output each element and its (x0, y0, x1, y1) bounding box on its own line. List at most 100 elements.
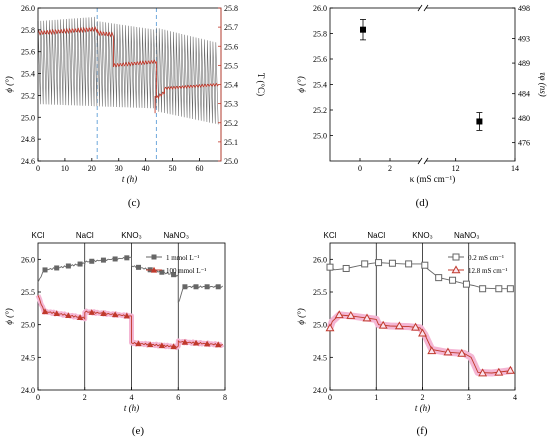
x-tick-label: 0 (36, 164, 40, 173)
x-axis-label: κ (mS cm⁻¹) (410, 174, 455, 184)
marker-triangle (170, 343, 177, 350)
marker-triangle (123, 312, 131, 319)
marker-triangle (378, 320, 388, 329)
marker-square (506, 285, 514, 293)
series-halo (326, 311, 514, 377)
x-tick-label: 0 (36, 393, 40, 402)
x-tick-label: 10 (61, 164, 69, 173)
marker-square (342, 264, 350, 272)
y2-tick-label: 25.2 (224, 119, 238, 128)
marker-triangle (418, 328, 427, 337)
series-halo (35, 294, 225, 350)
marker-square (100, 257, 106, 263)
y-tick-label: 25.8 (313, 30, 327, 39)
y2-tick-label: 493 (518, 35, 530, 44)
marker-square (124, 255, 130, 261)
marker-triangle (100, 310, 107, 317)
marker-square (54, 265, 60, 271)
marker-square (462, 280, 470, 288)
x-tick-label: 6 (176, 393, 180, 402)
y-axis-label: ϕ (°) (296, 308, 306, 325)
x-tick-label: 14 (511, 164, 519, 173)
marker-triangle (150, 266, 158, 273)
y-tick-label: 26.0 (313, 255, 327, 264)
marker-square (452, 253, 460, 261)
panel-caption: (d) (416, 197, 429, 209)
y-tick-label: 25.2 (21, 91, 35, 100)
legend-label: 0.2 mS cm⁻¹ (468, 254, 504, 262)
salt-label: NaCl (367, 231, 385, 240)
y2-tick-label: 25.6 (224, 42, 238, 51)
marker-square (435, 274, 443, 282)
salt-label: KNO₃ (412, 231, 433, 240)
marker-square (159, 269, 165, 275)
y-tick-label: 24.0 (21, 386, 35, 395)
y-tick-label: 25.0 (313, 321, 327, 330)
y-tick-label: 25.0 (313, 132, 327, 141)
phi-series (37, 16, 219, 125)
y2-tick-label: 25.4 (224, 81, 238, 90)
x-tick-label: 2 (388, 164, 392, 173)
y-tick-label: 25.8 (21, 26, 35, 35)
y-axis-label: ϕ (°) (4, 308, 14, 325)
y-tick-label: 24.6 (21, 157, 35, 166)
y2-tick-label: 25.5 (224, 61, 238, 70)
marker-triangle (76, 314, 84, 320)
x-axis-label: t (h) (415, 403, 430, 413)
marker-square (171, 272, 177, 278)
y2-tick-label: 25.8 (224, 4, 238, 13)
legend-label: 100 mmol L⁻¹ (166, 267, 206, 275)
chart-d: 25.0 25.2 25.4 25.6 25.8 26.0 476 480 484 489 493 4… (296, 4, 548, 209)
x-tick-label: 0 (358, 164, 362, 173)
x-tick-label: 0 (328, 393, 332, 402)
marker-square (89, 258, 95, 264)
y-tick-label: 24.5 (313, 353, 327, 362)
marker-square (204, 284, 210, 290)
marker-triangle (147, 341, 154, 348)
marker-triangle (451, 265, 461, 274)
salt-label: KNO₃ (121, 231, 142, 240)
y2-tick-label: 25.1 (224, 138, 238, 147)
marker-square (215, 284, 221, 290)
y-tick-label: 25.2 (313, 106, 327, 115)
marker-square (65, 263, 71, 269)
marker-square (42, 267, 48, 273)
marker-triangle (494, 367, 504, 376)
y2-tick-label: 484 (518, 90, 530, 99)
y2-tick-label: 25.3 (224, 100, 238, 109)
marker-triangle (427, 346, 437, 355)
x-axis-label: t (h) (122, 174, 137, 184)
series-line (329, 314, 513, 374)
y-tick-label: 25.6 (21, 48, 35, 57)
y-tick-label: 24.0 (313, 386, 327, 395)
marker-square (361, 260, 369, 268)
y-tick-label: 25.5 (313, 288, 327, 297)
y-tick-label: 24.5 (21, 353, 35, 362)
y-tick-label: 25.4 (21, 70, 35, 79)
marker-triangle (158, 342, 166, 349)
marker-triangle (215, 341, 222, 348)
x-tick-label: 50 (169, 164, 177, 173)
series-line (37, 256, 223, 304)
y-tick-label: 25.0 (21, 321, 35, 330)
marker-square (375, 259, 383, 267)
marker-triangle (88, 309, 95, 315)
salt-label: KCl (32, 231, 45, 240)
marker-square (388, 259, 396, 267)
break-mark (423, 157, 429, 165)
marker-square (326, 263, 334, 271)
x-tick-label: 20 (88, 164, 96, 173)
plot-frame (329, 7, 516, 162)
x-tick-label: 1 (374, 393, 378, 402)
marker-triangle (505, 365, 515, 374)
marker-triangle (394, 321, 404, 330)
marker-triangle (325, 323, 335, 332)
salt-label: NaNO₃ (164, 231, 189, 240)
x-tick-label: 40 (142, 164, 150, 173)
y-axis-label: ϕ (°) (296, 76, 306, 93)
panel-caption: (c) (128, 197, 141, 209)
y2-axis-label: τφ (ns) (538, 72, 548, 96)
marker-square (77, 261, 83, 267)
marker-square (421, 261, 429, 269)
marker-square (495, 285, 503, 293)
